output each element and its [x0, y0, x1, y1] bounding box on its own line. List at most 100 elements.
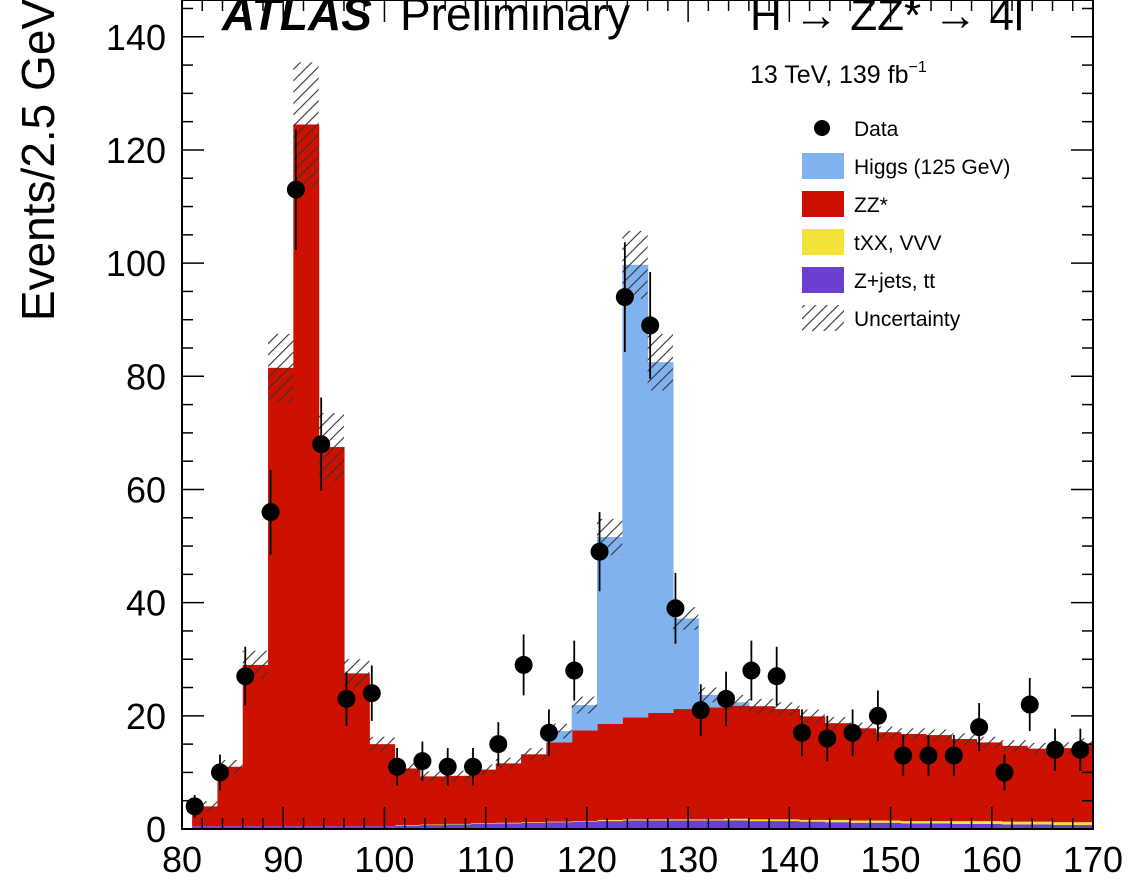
bar-zjets-31: [976, 823, 1003, 829]
bar-txx-10: [445, 823, 472, 825]
bar-zz-27: [875, 732, 902, 821]
uncertainty-band-28: [900, 728, 926, 740]
bar-txx-8: [394, 825, 421, 826]
bar-txx-13: [521, 822, 547, 823]
uncertainty-band-18: [647, 333, 673, 391]
x-tick-label-120: 120: [557, 839, 617, 880]
bar-zz-26: [850, 728, 876, 821]
bar-txx-26: [850, 820, 876, 823]
uncertainty-band-7: [369, 736, 395, 752]
y-tick-label-80: 80: [126, 356, 166, 397]
bar-higgs-17: [622, 264, 649, 718]
bar-txx-30: [951, 821, 978, 824]
bar-zjets-23: [774, 821, 801, 829]
bar-zjets-30: [951, 823, 978, 829]
bar-zz-15: [571, 730, 598, 822]
x-tick-label-130: 130: [658, 839, 718, 880]
data-point-25: [818, 729, 837, 748]
data-point-8: [388, 757, 407, 776]
bar-zjets-29: [925, 823, 952, 829]
bar-zjets-19: [672, 820, 699, 829]
bar-zjets-33: [1027, 824, 1054, 829]
bar-zz-5: [318, 447, 345, 827]
bar-zz-10: [445, 775, 472, 824]
legend: Data Higgs (125 GeV) ZZ* tXX, VVV Z+jets, tt…: [802, 118, 1010, 331]
bar-zjets-15: [571, 821, 598, 829]
process-label: H → ZZ* → 4l: [750, 0, 1024, 40]
data-point-35: [1071, 740, 1090, 759]
bar-txx-20: [698, 819, 725, 821]
legend-swatch-txx: [802, 229, 844, 255]
x-tick-label-150: 150: [861, 839, 921, 880]
data-point-19: [666, 599, 685, 618]
bar-zjets-21: [723, 820, 750, 829]
data-point-23: [767, 667, 786, 686]
bar-zz-2: [242, 664, 269, 827]
uncertainty-band-30: [951, 733, 977, 745]
uncertainty-band-12: [495, 757, 522, 770]
y-tick-labels: 0 20 40 60 80 100 120 140: [106, 17, 166, 850]
data-point-13: [514, 655, 533, 674]
bar-txx-32: [1001, 821, 1028, 825]
uncertainty-band-11: [470, 764, 496, 775]
uncertainty-band-31: [976, 736, 1002, 749]
bar-zjets-13: [521, 822, 547, 829]
lumi-exponent: −1: [908, 59, 926, 76]
bar-zz-7: [369, 744, 396, 827]
bar-zjets-2: [242, 826, 269, 829]
x-tick-label-100: 100: [354, 839, 414, 880]
bar-zjets-17: [622, 820, 649, 829]
x-tick-label-170: 170: [1063, 839, 1123, 880]
x-tick-label-80: 80: [162, 839, 202, 880]
bar-zjets-25: [824, 822, 851, 829]
data-point-33: [1020, 695, 1039, 714]
stacked-histograms: [192, 124, 1093, 829]
data-point-21: [717, 689, 736, 708]
x-tick-label-140: 140: [759, 839, 819, 880]
uncertainty-band-23: [774, 702, 800, 716]
data-points: [185, 129, 1090, 818]
bar-txx-28: [900, 821, 927, 824]
bar-txx-23: [774, 819, 801, 822]
bar-zz-17: [622, 717, 649, 820]
energy-lumi-label: 13 TeV, 139 fb−1: [750, 59, 927, 89]
bar-zjets-12: [495, 823, 522, 829]
data-point-9: [413, 752, 432, 771]
bar-txx-31: [976, 821, 1003, 824]
bar-txx-11: [470, 823, 497, 824]
legend-label-zz: ZZ*: [854, 194, 888, 217]
bar-zjets-0: [192, 826, 219, 829]
bar-higgs-16: [597, 537, 623, 724]
uncertainty-band-33: [1027, 742, 1053, 755]
bar-txx-12: [495, 822, 522, 824]
uncertainty-band-13: [521, 748, 547, 761]
data-point-27: [868, 706, 887, 725]
uncertainty-band-9: [419, 771, 446, 782]
data-point-16: [590, 542, 609, 561]
uncertainty-band-3: [268, 333, 294, 402]
data-point-6: [337, 689, 356, 708]
bar-zjets-7: [369, 826, 396, 829]
data-point-1: [210, 763, 229, 782]
bar-zjets-1: [217, 826, 244, 829]
data-point-22: [742, 661, 761, 680]
energy-lumi-text: 13 TeV, 139 fb: [750, 61, 908, 89]
bar-txx-27: [875, 820, 902, 823]
bar-higgs-18: [647, 362, 674, 713]
bar-txx-35: [1077, 822, 1093, 826]
bar-zz-22: [748, 706, 775, 820]
experiment-label: ATLAS: [221, 0, 372, 40]
bar-zz-11: [470, 769, 497, 824]
bar-txx-19: [672, 819, 699, 821]
bar-zz-34: [1052, 748, 1079, 823]
bar-zjets-14: [546, 822, 573, 829]
bar-txx-29: [925, 821, 952, 824]
bar-zjets-27: [875, 822, 902, 829]
legend-swatch-higgs: [802, 153, 844, 179]
legend-marker-data: [814, 120, 830, 136]
bar-zjets-3: [268, 826, 294, 829]
bar-zz-18: [647, 713, 674, 820]
data-point-14: [539, 723, 558, 742]
uncertainty-band-8: [394, 762, 420, 775]
